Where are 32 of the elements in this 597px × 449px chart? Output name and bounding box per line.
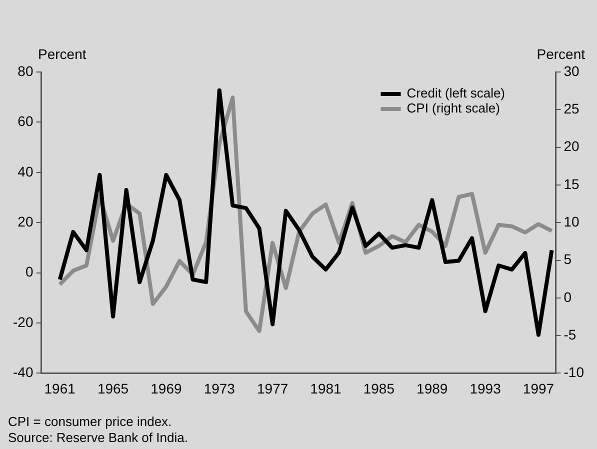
text: CPI = consumer price index. <box>8 414 172 430</box>
y2-tick-label: 25 <box>564 100 580 117</box>
y-tick-label: 60 <box>18 113 34 130</box>
y-tick-label: -40 <box>13 364 34 380</box>
x-tick-label: 1973 <box>204 380 236 396</box>
legend-label: CPI (right scale) <box>406 100 500 116</box>
y-tick-label: 0 <box>25 264 34 280</box>
x-tick-label: 1977 <box>256 380 288 396</box>
y-tick-label: 80 <box>18 62 34 79</box>
y2-tick-label: 10 <box>564 213 580 230</box>
y-tick-label: -20 <box>13 314 34 330</box>
x-tick-label: 1981 <box>310 380 342 396</box>
y2-axis-title: Percent <box>536 46 586 62</box>
x-tick-label: 1985 <box>363 380 395 396</box>
y2-tick-label: 0 <box>564 288 572 305</box>
y-axis-title: Percent <box>38 46 86 62</box>
y2-tick-label: -5 <box>564 326 576 342</box>
y2-tick-label: 5 <box>564 251 572 268</box>
x-tick-label: 1969 <box>150 380 182 396</box>
x-tick-label: 1965 <box>97 380 129 396</box>
y-tick-label: 20 <box>18 213 34 230</box>
legend-label: Credit (left scale) <box>406 86 506 101</box>
y2-tick-label: -10 <box>564 364 584 380</box>
x-tick-label: 1989 <box>416 380 448 396</box>
y2-tick-label: 20 <box>564 138 580 154</box>
source-note: Source: Reserve Bank of India. <box>8 430 188 446</box>
x-tick-label: 1997 <box>522 380 554 396</box>
y2-tick-label: 30 <box>564 62 580 79</box>
y2-tick-label: 15 <box>564 176 580 192</box>
x-tick-label: 1993 <box>470 380 502 396</box>
y-tick-label: 40 <box>18 163 34 180</box>
x-tick-label: 1961 <box>44 380 76 396</box>
